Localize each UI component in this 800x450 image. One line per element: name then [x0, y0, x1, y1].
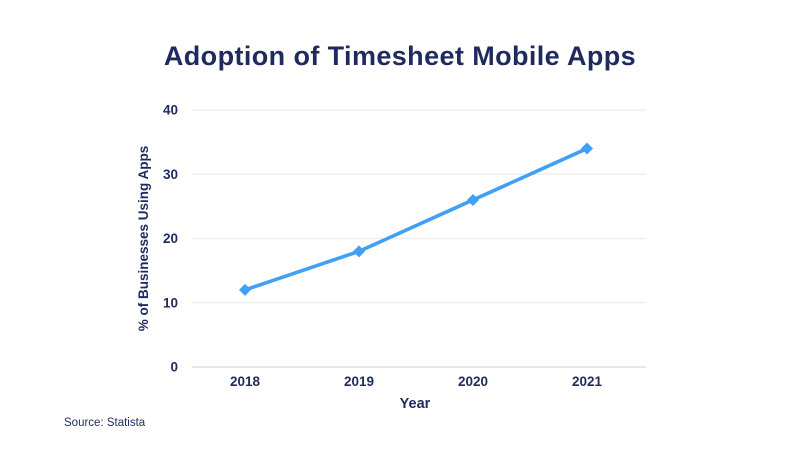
- y-tick-label: 40: [163, 103, 178, 118]
- y-axis-tick-labels: 0 10 20 30 40: [163, 103, 178, 375]
- y-tick-label: 30: [163, 167, 178, 182]
- x-tick-label: 2020: [458, 374, 488, 389]
- x-axis-tick-labels: 2018 2019 2020 2021: [230, 374, 603, 389]
- chart-title: Adoption of Timesheet Mobile Apps: [163, 41, 637, 71]
- y-axis-title: % of Businesses Using Apps: [136, 146, 151, 332]
- x-tick-label: 2019: [344, 374, 374, 389]
- x-tick-label: 2018: [230, 374, 261, 389]
- gridlines: [192, 109, 646, 368]
- data-point-diamond: [353, 245, 365, 258]
- data-markers: [239, 142, 593, 296]
- source-note: Source: Statista: [64, 417, 146, 429]
- data-point-diamond: [467, 193, 479, 206]
- data-point-diamond: [239, 283, 251, 296]
- x-axis-title: Year: [400, 396, 431, 412]
- data-point-diamond: [581, 142, 593, 155]
- x-tick-label: 2021: [572, 374, 603, 389]
- y-tick-label: 20: [163, 231, 178, 246]
- y-tick-label: 10: [163, 295, 178, 310]
- data-line: [243, 146, 589, 292]
- y-tick-label: 0: [170, 360, 178, 375]
